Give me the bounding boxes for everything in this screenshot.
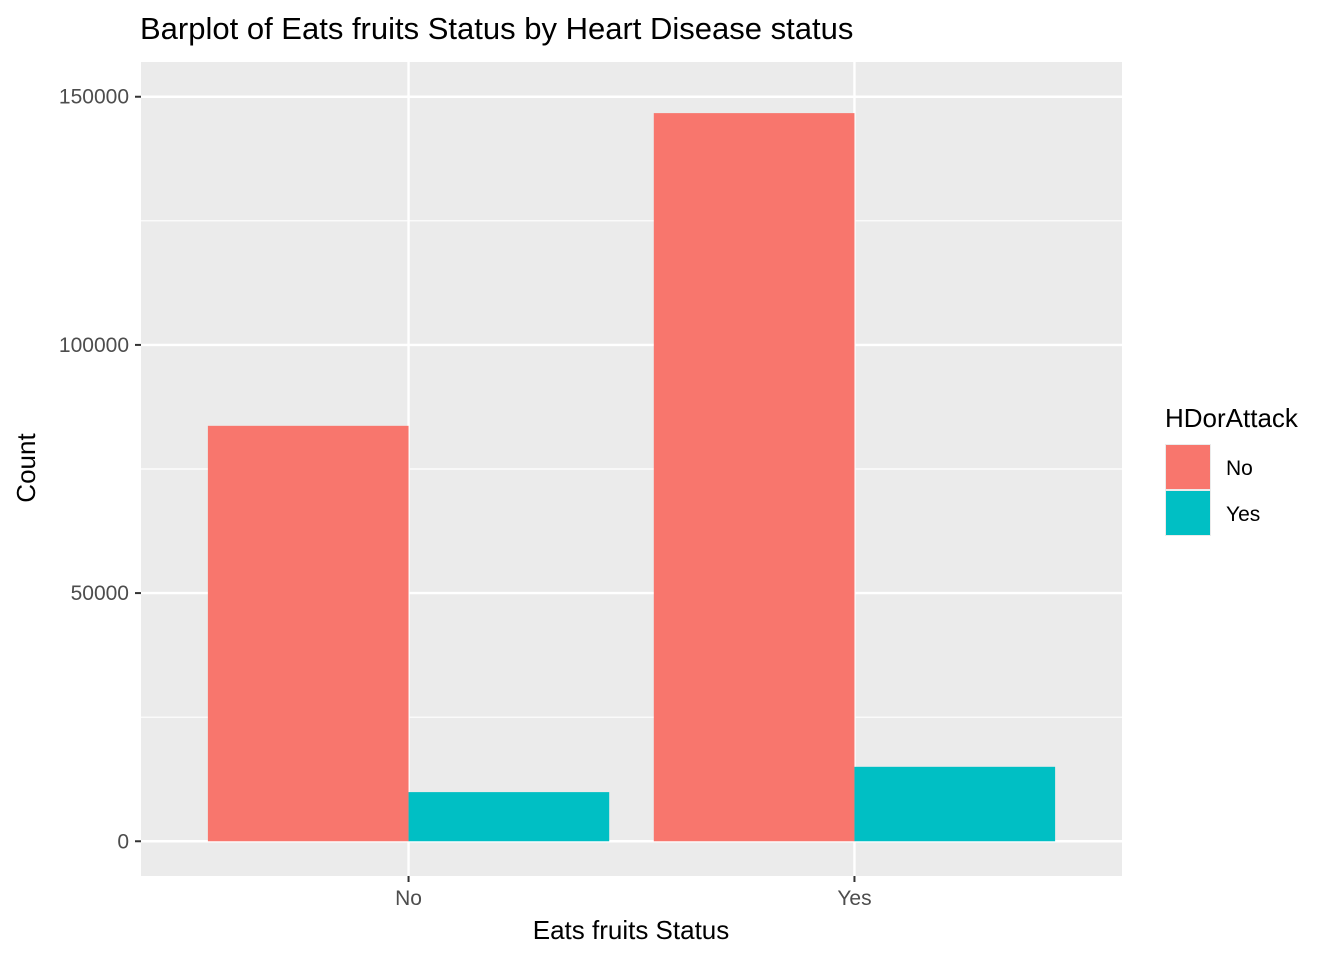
x-axis: No Yes bbox=[395, 876, 872, 910]
legend: HDorAttack No Yes bbox=[1165, 403, 1299, 536]
legend-key-swatch bbox=[1166, 445, 1210, 489]
legend-label: No bbox=[1226, 457, 1253, 480]
x-axis-title: Eats fruits Status bbox=[533, 915, 730, 945]
bar bbox=[207, 425, 409, 842]
x-tick-label: Yes bbox=[837, 887, 871, 910]
bars-group bbox=[207, 113, 1056, 842]
x-tick-label: No bbox=[395, 887, 422, 910]
bar bbox=[854, 766, 1056, 842]
legend-key-swatch bbox=[1166, 491, 1210, 535]
y-tick-label: 50000 bbox=[71, 582, 129, 605]
y-axis: 0 50000 100000 150000 bbox=[59, 86, 141, 853]
y-tick-label: 0 bbox=[117, 830, 129, 853]
legend-label: Yes bbox=[1226, 503, 1260, 526]
y-tick-label: 150000 bbox=[59, 86, 129, 109]
chart-title: Barplot of Eats fruits Status by Heart D… bbox=[140, 11, 853, 46]
y-axis-title: Count bbox=[11, 433, 41, 503]
bar bbox=[653, 113, 855, 842]
legend-title: HDorAttack bbox=[1165, 403, 1299, 433]
y-tick-label: 100000 bbox=[59, 334, 129, 357]
bar bbox=[408, 792, 610, 842]
